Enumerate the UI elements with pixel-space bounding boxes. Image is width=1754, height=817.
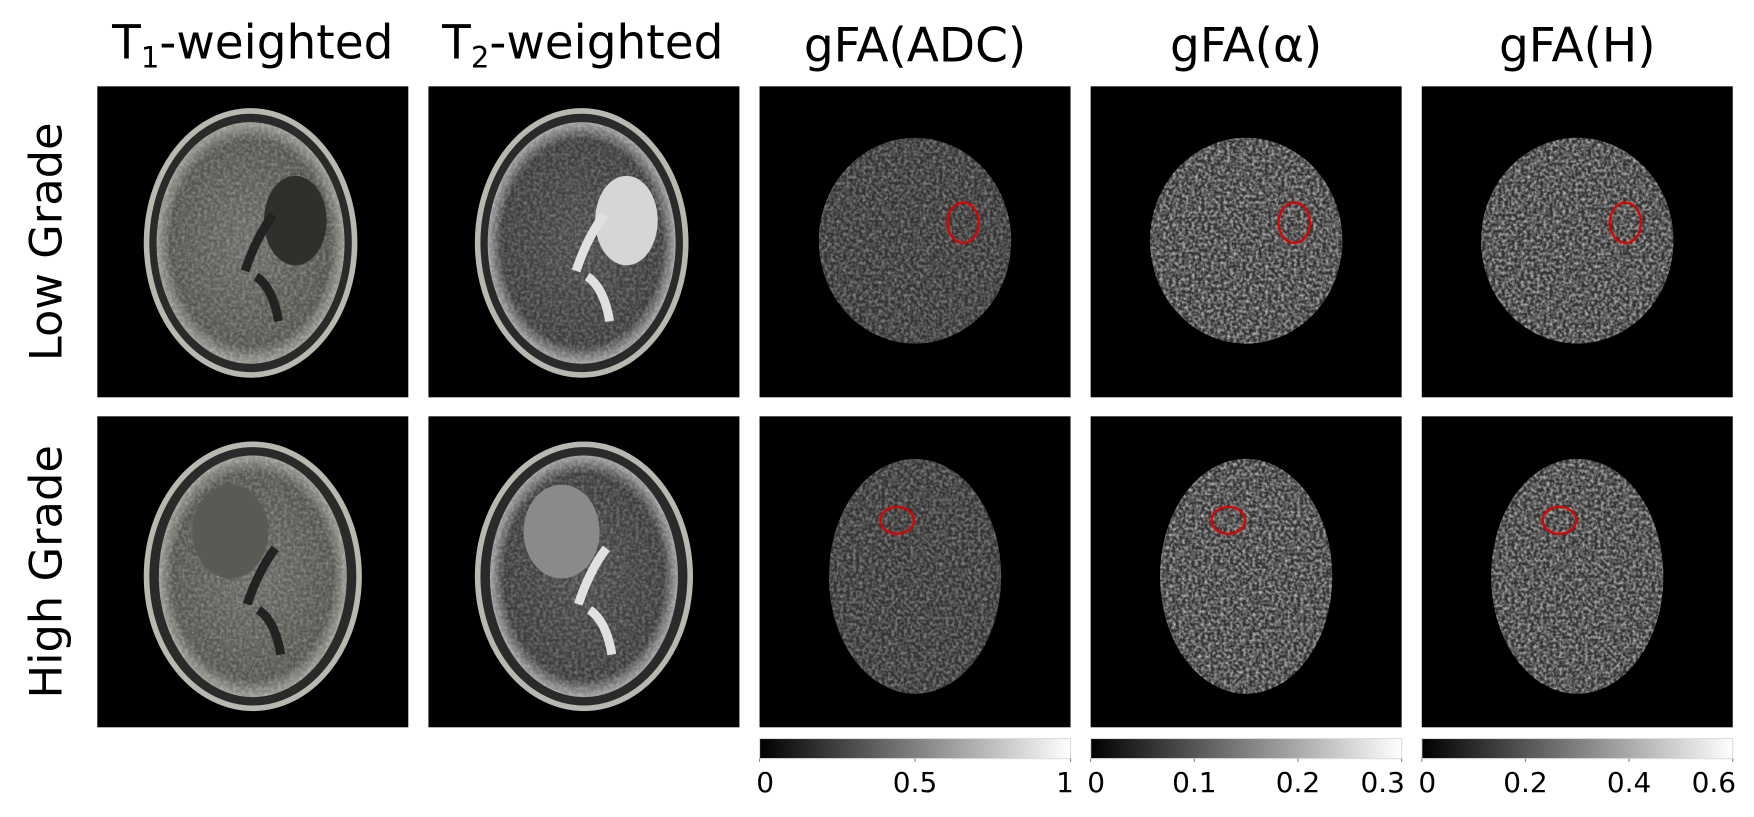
ventricle [242,545,286,656]
row-label: Low Grade [20,122,73,361]
colorbar [1421,737,1734,760]
tumor-roi [1608,201,1643,245]
brain-map-texture [1149,137,1343,344]
lesion [595,175,658,266]
column-title: T2-weighted [441,15,723,74]
image-panel [97,416,409,728]
row-label: High Grade [20,445,73,698]
colorbar-tick-label: 0 [756,766,774,799]
column-title: gFA(ADC) [804,19,1026,74]
tumor-roi [1541,505,1578,535]
title-rest: -weighted [489,15,723,70]
colorbar [1090,737,1403,760]
brain-map-texture [818,137,1012,344]
lesion [523,484,600,579]
colorbar-tick-label: 0.2 [1276,766,1320,799]
brain-texture [158,455,347,698]
image-panel [1090,86,1402,398]
brain-map-texture [1491,458,1664,694]
colorbar-tick-label: 0.3 [1361,766,1405,799]
tumor-roi [1210,505,1247,535]
column-title: gFA(H) [1499,19,1656,74]
title-rest: -weighted [159,15,393,70]
image-panel [759,416,1071,728]
lesion [263,175,327,266]
colorbar-tick-label: 0.5 [893,766,937,799]
title-main: T [111,15,141,70]
image-panel [1421,416,1733,728]
image-panel [1421,86,1733,398]
colorbar-tick-label: 0 [1418,766,1436,799]
brain-map-texture [828,458,1002,694]
image-panel [428,86,740,398]
ventricle [240,212,283,323]
colorbar-tick-label: 0.2 [1503,766,1547,799]
title-main: T [441,15,471,70]
brain-texture [489,455,678,698]
title-sub: 2 [471,40,490,74]
column-title: gFA(α) [1170,19,1322,74]
tumor-roi [1277,201,1312,245]
colorbar-tick-label: 0.4 [1607,766,1651,799]
image-panel [1090,416,1402,728]
colorbar [758,737,1072,760]
image-panel [759,86,1071,398]
image-panel [428,416,740,728]
ventricle [571,212,615,323]
brain-map-texture [1481,137,1674,344]
colorbar-tick-label: 0 [1087,766,1105,799]
image-panel [97,86,409,398]
lesion [192,484,269,579]
brain-map-texture [1160,458,1333,694]
tumor-roi [879,505,916,535]
ventricle [574,545,617,656]
colorbar-tick-label: 0.6 [1692,766,1736,799]
column-title: T1-weighted [111,15,393,74]
title-sub: 1 [141,40,160,74]
colorbar-tick-label: 0.1 [1172,766,1216,799]
colorbar-tick-label: 1 [1056,766,1074,799]
tumor-roi [946,201,980,245]
